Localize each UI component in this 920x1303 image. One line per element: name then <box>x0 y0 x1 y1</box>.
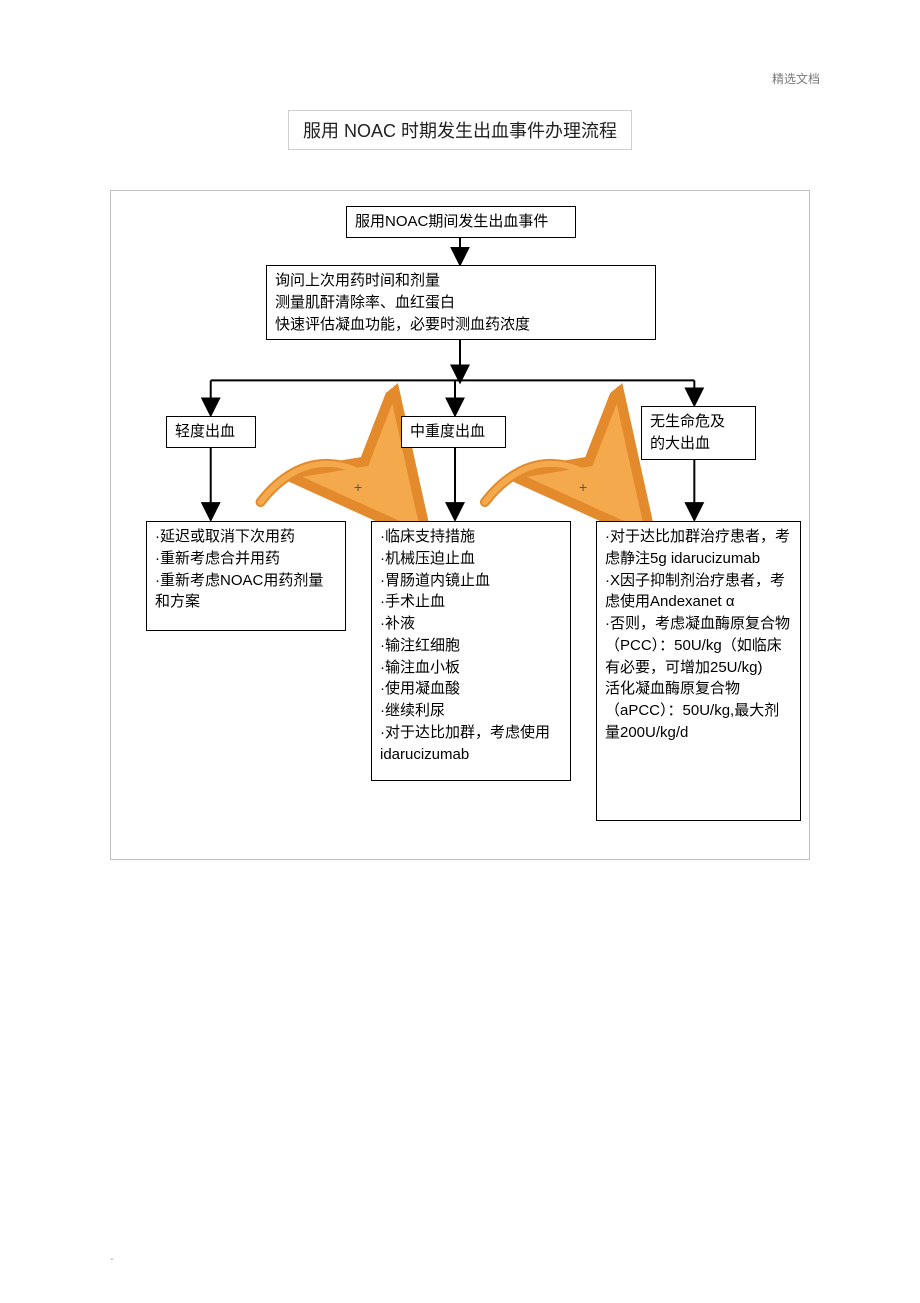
node-moderate-actions: ·临床支持措施 ·机械压迫止血 ·胃肠道内镜止血 ·手术止血 ·补液 ·输注红细… <box>371 521 571 781</box>
node-severe-text: 无生命危及 的大出血 <box>642 407 755 459</box>
plus-mark-0: + <box>354 479 362 495</box>
node-start: 服用NOAC期间发生出血事件 <box>346 206 576 238</box>
footer-dot: . <box>110 1247 114 1263</box>
node-assess-text: 询问上次用药时间和剂量 测量肌酐清除率、血红蛋白 快速评估凝血功能，必要时测血药… <box>267 266 655 339</box>
node-moderate-actions-text: ·临床支持措施 ·机械压迫止血 ·胃肠道内镜止血 ·手术止血 ·补液 ·输注红细… <box>372 522 570 769</box>
node-severe: 无生命危及 的大出血 <box>641 406 756 460</box>
node-mild: 轻度出血 <box>166 416 256 448</box>
node-moderate: 中重度出血 <box>401 416 506 448</box>
node-mild-actions: ·延迟或取消下次用药 ·重新考虑合并用药 ·重新考虑NOAC用药剂量和方案 <box>146 521 346 631</box>
node-moderate-text: 中重度出血 <box>402 417 505 447</box>
node-mild-actions-text: ·延迟或取消下次用药 ·重新考虑合并用药 ·重新考虑NOAC用药剂量和方案 <box>147 522 345 617</box>
header-watermark: 精选文档 <box>772 70 820 87</box>
node-assess: 询问上次用药时间和剂量 测量肌酐清除率、血红蛋白 快速评估凝血功能，必要时测血药… <box>266 265 656 340</box>
node-severe-actions-text: ·对于达比加群治疗患者，考虑静注5g idarucizumab ·X因子抑制剂治… <box>597 522 800 748</box>
node-mild-text: 轻度出血 <box>167 417 255 447</box>
node-severe-actions: ·对于达比加群治疗患者，考虑静注5g idarucizumab ·X因子抑制剂治… <box>596 521 801 821</box>
page-title: 服用 NOAC 时期发生出血事件办理流程 <box>288 110 632 150</box>
plus-mark-1: + <box>579 479 587 495</box>
flowchart-container: 服用NOAC期间发生出血事件 询问上次用药时间和剂量 测量肌酐清除率、血红蛋白 … <box>110 190 810 860</box>
node-start-text: 服用NOAC期间发生出血事件 <box>347 207 575 237</box>
